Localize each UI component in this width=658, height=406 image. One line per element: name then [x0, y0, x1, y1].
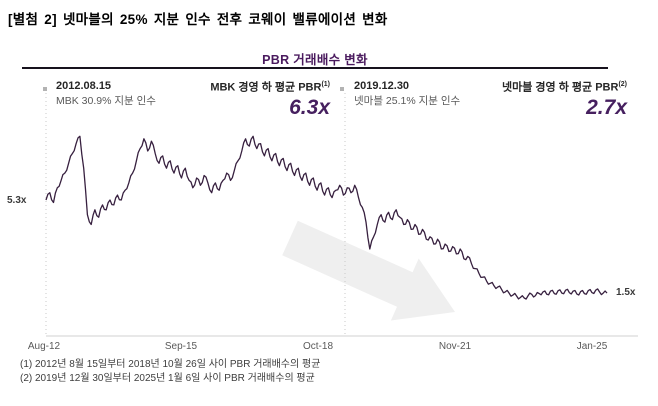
event1-annotation: 2012.08.15 MBK 30.9% 지분 인수: [56, 81, 156, 107]
page-title: [별첨 2] 넷마블의 25% 지분 인수 전후 코웨이 밸류에이션 변화: [8, 12, 388, 27]
event2-date: 2019.12.30: [354, 80, 410, 92]
x-axis-tick: Nov-21: [438, 341, 472, 352]
avg2-label: 넷마블 경영 하 평균 PBR(2): [427, 81, 627, 94]
x-axis-tick: Jan-25: [576, 341, 608, 352]
pbr-trend-line: [45, 135, 608, 300]
avg2-footnote-ref: (2): [618, 81, 627, 88]
footnote-2: (2) 2019년 12월 30일부터 2025년 1월 6일 사이 PBR 거…: [20, 373, 315, 384]
event1-bullet-icon: [43, 87, 47, 91]
x-axis-tick: Sep-15: [164, 341, 198, 352]
avg2-value: 2.7x: [586, 95, 627, 119]
event1-date: 2012.08.15: [56, 80, 112, 92]
x-axis-tick: Oct-18: [302, 341, 334, 352]
avg1-label: MBK 경영 하 평균 PBR(1): [130, 81, 330, 94]
event2-desc: 넷마블 25.1% 지분 인수: [354, 95, 461, 107]
x-axis-ticks: Aug-12 Sep-15 Oct-18 Nov-21 Jan-25: [0, 341, 658, 355]
title-underline: [22, 67, 608, 69]
chart-title: PBR 거래배수 변화: [262, 53, 368, 67]
event1-desc: MBK 30.9% 지분 인수: [56, 95, 156, 107]
footnotes: (1) 2012년 8월 15일부터 2018년 10월 26일 사이 PBR …: [20, 358, 320, 386]
event2-bullet-icon: [340, 87, 344, 91]
avg1-value: 6.3x: [289, 95, 330, 119]
event2-annotation: 2019.12.30 넷마블 25.1% 지분 인수: [354, 81, 460, 107]
series-start-value-label: 5.3x: [7, 195, 27, 206]
series-end-value-label: 1.5x: [616, 287, 636, 298]
avg2-callout: 넷마블 경영 하 평균 PBR(2) 2.7x: [427, 81, 627, 118]
x-axis-tick: Aug-12: [27, 341, 61, 352]
avg1-callout: MBK 경영 하 평균 PBR(1) 6.3x: [130, 81, 330, 118]
avg1-label-text: MBK 경영 하 평균 PBR: [210, 81, 322, 94]
footnote-1: (1) 2012년 8월 15일부터 2018년 10월 26일 사이 PBR …: [20, 359, 321, 370]
avg1-footnote-ref: (1): [321, 81, 330, 88]
avg2-label-text: 넷마블 경영 하 평균 PBR: [502, 81, 619, 94]
down-trend-arrow-icon: [282, 220, 455, 321]
